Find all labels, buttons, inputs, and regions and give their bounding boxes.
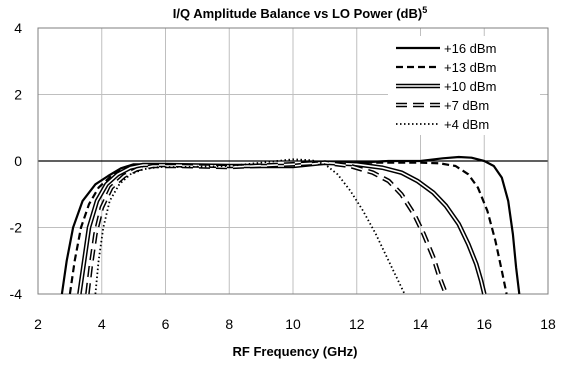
series-line-1 [68,161,508,295]
axis-tick-labels: 2 4 6 8 10 12 14 16 18 4 2 0 -2 -4 [10,20,556,332]
legend-label: +4 dBm [444,117,489,132]
series-lines [60,155,521,295]
legend-label: +7 dBm [444,98,489,113]
chart-title: I/Q Amplitude Balance vs LO Power (dB)5 [173,5,427,21]
chart-title-text: I/Q Amplitude Balance vs LO Power (dB) [173,6,422,21]
x-tick-label: 18 [540,316,556,332]
x-tick-label: 8 [225,316,233,332]
series-line-2 [77,160,487,295]
y-tick-label: -4 [10,286,23,302]
legend-entry-2: +10 dBm [396,79,496,94]
y-tick-label: 4 [14,20,22,36]
series-path [86,161,447,295]
x-tick-label: 2 [34,316,42,332]
x-tick-label: 10 [285,316,301,332]
legend-entry-3: +7 dBm [396,98,489,113]
x-tick-label: 14 [413,316,429,332]
legend-label: +10 dBm [444,79,496,94]
legend-label: +13 dBm [444,60,496,75]
series-path [94,158,406,295]
y-tick-label: 0 [14,153,22,169]
x-tick-label: 4 [98,316,106,332]
series-path [60,155,521,295]
series-line-3 [85,160,449,295]
legend-entry-0: +16 dBm [396,41,496,56]
series-line-4 [94,158,406,295]
series-line-0 [60,155,521,295]
series-path [68,161,508,295]
chart-title-superscript: 5 [422,5,427,15]
series-path [85,160,449,295]
legend-label: +16 dBm [444,41,496,56]
series-path [77,160,487,295]
plot-border [37,27,549,295]
x-tick-label: 16 [476,316,492,332]
plot-frame [37,27,549,295]
series-path [78,161,486,295]
x-tick-label: 12 [349,316,365,332]
y-tick-label: 2 [14,87,22,103]
legend-entry-1: +13 dBm [396,60,496,75]
y-tick-label: -2 [10,220,23,236]
legend-entry-4: +4 dBm [396,117,489,132]
legend: +16 dBm +13 dBm +10 dBm +7 dBm +4 dBm [388,36,540,135]
x-tick-label: 6 [162,316,170,332]
x-axis-label: RF Frequency (GHz) [233,344,358,359]
